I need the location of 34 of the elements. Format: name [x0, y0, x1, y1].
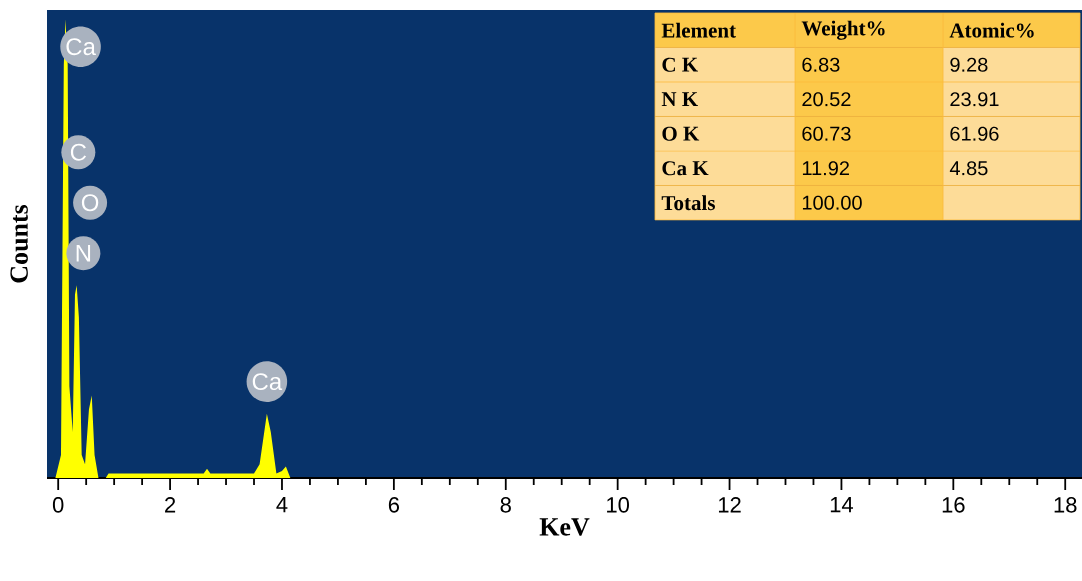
annotation: 11.92	[802, 161, 849, 176]
annotation: Weight%	[801, 20, 885, 40]
annotation: 100.00	[802, 195, 862, 210]
x-tick-label: 18	[1054, 497, 1077, 513]
x-tick-label: 8	[500, 497, 511, 513]
annotation: 20.52	[802, 92, 851, 107]
annotation: Ca	[66, 38, 96, 56]
annotation: 61.96	[950, 126, 999, 141]
x-tick-label: 10	[607, 497, 630, 513]
x-axis-title: KeV	[539, 518, 590, 536]
annotation: 23.91	[950, 92, 999, 107]
annotation: Totals	[661, 195, 715, 211]
annotation: O K	[662, 126, 700, 141]
x-tick-label: 0	[52, 497, 64, 513]
annotation: C K	[662, 57, 698, 72]
annotation: Ca	[252, 373, 283, 391]
x-tick-label: 16	[942, 497, 965, 513]
annotation: 60.73	[802, 126, 851, 141]
annotation: Ca K	[662, 161, 709, 176]
x-tick-label: 6	[388, 497, 400, 513]
annotation: C	[70, 143, 87, 161]
annotation: N	[76, 244, 91, 262]
annotation: O	[81, 194, 99, 212]
x-tick-label: 2	[165, 497, 176, 513]
y-axis-title: Counts	[10, 204, 28, 283]
annotation: Atomic%	[949, 22, 1034, 38]
annotation: 9.28	[950, 57, 988, 72]
x-tick-label: 14	[830, 497, 854, 513]
annotation: N K	[661, 92, 698, 107]
annotation: Element	[661, 22, 736, 38]
annotation: 6.83	[802, 57, 840, 72]
annotation: 4.85	[949, 161, 988, 176]
x-tick-label: 4	[276, 497, 288, 513]
x-tick-label: 12	[718, 497, 741, 513]
